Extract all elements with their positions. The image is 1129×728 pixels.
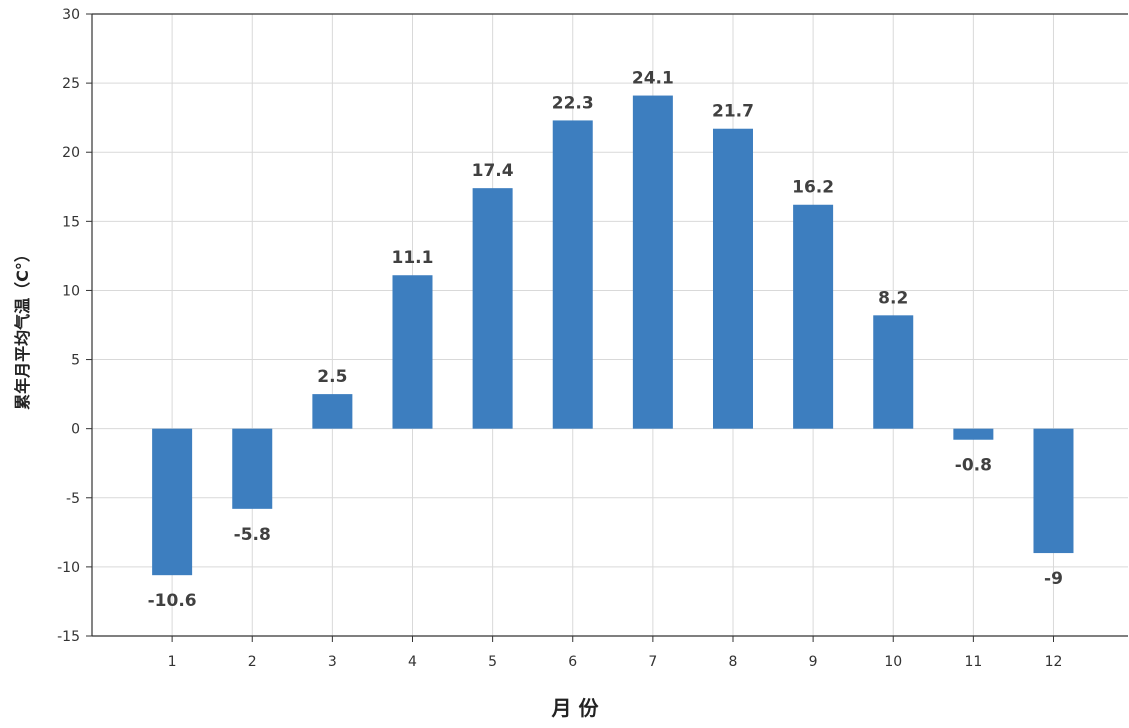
- bar-month-6: [552, 120, 593, 429]
- data-label-month-2: -5.8: [234, 525, 271, 545]
- data-label-month-10: 8.2: [878, 288, 908, 308]
- y-tick-label: -5: [66, 491, 80, 507]
- bar-month-10: [873, 315, 914, 429]
- bar-month-7: [632, 95, 673, 429]
- bar-month-4: [392, 275, 433, 429]
- bars: [152, 95, 1074, 576]
- data-label-month-5: 17.4: [472, 161, 514, 181]
- y-tick-label: 10: [62, 283, 80, 299]
- data-label-month-9: 16.2: [792, 178, 834, 198]
- data-labels: -10.6 -5.8 2.5 11.1 17.4 22.3 24.1 21.7 16.2 8.2 -…: [148, 69, 1063, 612]
- data-label-month-7: 24.1: [632, 69, 674, 89]
- bar-month-5: [472, 188, 513, 429]
- bar-month-9: [793, 204, 834, 429]
- y-tick-label: 30: [62, 7, 80, 23]
- bar-month-3: [312, 394, 353, 429]
- data-label-month-11: -0.8: [955, 456, 992, 476]
- x-tick-label-month-5: 5: [488, 654, 497, 670]
- x-tick-label-month-11: 11: [964, 654, 982, 670]
- x-tick-label-month-1: 1: [168, 654, 177, 670]
- bar-month-1: [152, 428, 193, 576]
- y-axis-title: 累年月平均气温（C°）: [13, 246, 32, 410]
- y-tick-label: 0: [71, 422, 80, 438]
- data-label-month-3: 2.5: [317, 367, 347, 387]
- x-tick-label-month-2: 2: [248, 654, 257, 670]
- x-tick-label-month-7: 7: [648, 654, 657, 670]
- y-tick-label: 15: [62, 214, 80, 230]
- bar-month-11: [953, 428, 994, 440]
- y-tick-label: -10: [57, 560, 80, 576]
- x-tick-label-month-12: 12: [1045, 654, 1063, 670]
- data-label-month-8: 21.7: [712, 102, 754, 122]
- y-tick-label: 20: [62, 145, 80, 161]
- x-tick-label-month-10: 10: [884, 654, 902, 670]
- x-tick-label-month-3: 3: [328, 654, 337, 670]
- bar-month-8: [712, 128, 753, 429]
- x-tick-label-month-4: 4: [408, 654, 417, 670]
- data-label-month-12: -9: [1044, 569, 1063, 589]
- data-label-month-1: -10.6: [148, 591, 197, 611]
- y-tick-label: 25: [62, 76, 80, 92]
- y-tick-label: 5: [71, 353, 80, 369]
- x-axis-title: 月 份: [551, 696, 600, 720]
- y-tick-label: -15: [57, 629, 80, 645]
- x-tick-label-month-8: 8: [729, 654, 738, 670]
- data-label-month-6: 22.3: [552, 93, 594, 113]
- bar-month-2: [232, 428, 273, 509]
- data-label-month-4: 11.1: [392, 248, 434, 268]
- x-tick-label-month-6: 6: [568, 654, 577, 670]
- bar-month-12: [1033, 428, 1074, 554]
- x-tick-label-month-9: 9: [809, 654, 818, 670]
